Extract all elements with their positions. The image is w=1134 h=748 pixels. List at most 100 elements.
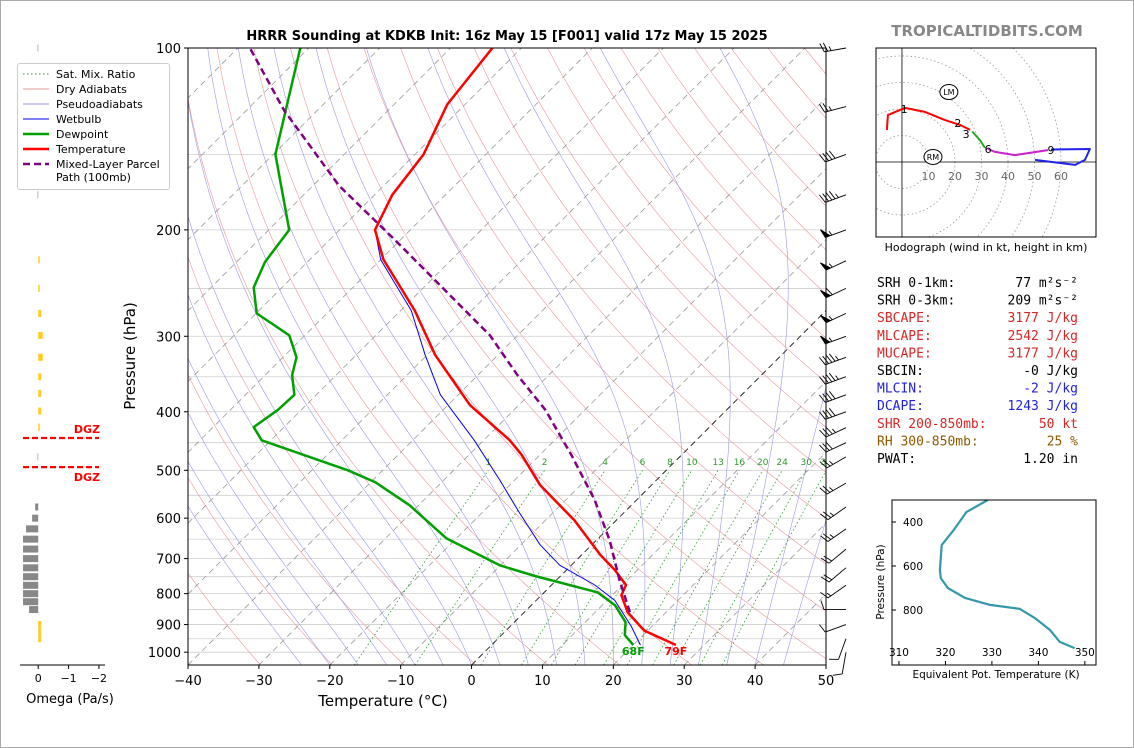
wind-barb <box>819 441 847 453</box>
mixing-ratio-line <box>480 470 606 665</box>
wind-barb <box>820 567 847 583</box>
pseudoadiabat <box>188 357 387 665</box>
omega-bar <box>38 331 43 339</box>
y-tick-label: 800 <box>903 605 923 617</box>
pseudoadiabat <box>719 48 789 665</box>
x-tick-label: −10 <box>387 674 414 689</box>
index-value: -0 J/kg <box>1023 364 1078 379</box>
legend: Sat. Mix. Ratio Dry Adiabats Pseudoadiabat… <box>17 63 170 190</box>
dry-adiabat <box>400 48 826 565</box>
wind-barb <box>820 312 847 324</box>
wind-barb <box>819 408 847 420</box>
ring-label: 30 <box>974 170 988 183</box>
isotherm <box>613 451 826 665</box>
pseudoadiabat <box>188 215 444 665</box>
legend-item: Mixed-Layer Parcel Path (100mb) <box>22 158 165 184</box>
x-tick-label: 310 <box>889 647 909 659</box>
dry-adiabat <box>510 48 826 428</box>
omega-bar <box>37 191 39 199</box>
omega-panel: 0 −1 −2 DGZ DGZ <box>20 44 107 685</box>
index-label: MUCAPE: <box>877 346 932 361</box>
omega-bar <box>38 256 40 264</box>
x-tick-label: 50 <box>818 674 835 689</box>
wind-barb <box>819 42 847 53</box>
legend-label: Pseudoadiabats <box>56 98 143 111</box>
wind-barb <box>820 260 847 271</box>
ring-label: 60 <box>1054 170 1068 183</box>
x-tick-label: 30 <box>676 674 693 689</box>
theta-y-label: Pressure (hPa) <box>875 544 887 619</box>
hodograph-caption: Hodograph (wind in kt, height in km) <box>885 241 1088 254</box>
mixing-ratio-label: 4 <box>602 458 608 468</box>
index-label: SBCIN: <box>877 364 924 379</box>
omega-bar <box>38 353 43 361</box>
omega-bar <box>38 635 42 643</box>
x-tick-label: 320 <box>935 647 955 659</box>
index-value: 1.20 in <box>1023 452 1078 467</box>
dry-adiabat <box>363 48 826 612</box>
index-label: MLCAPE: <box>877 329 932 344</box>
mixing-ratio-line <box>353 470 489 665</box>
legend-item: Wetbulb <box>22 113 165 126</box>
x-axis-label: Temperature (°C) <box>317 692 447 710</box>
index-label: RH 300-850mb: <box>877 434 979 449</box>
omega-bar <box>38 373 42 381</box>
legend-item: Pseudoadiabats <box>22 98 165 111</box>
pseudoadiabat <box>783 519 826 665</box>
wind-barb <box>819 353 847 366</box>
x-tick-label: 350 <box>1075 647 1095 659</box>
theta-x-label: Equivalent Pot. Temperature (K) <box>912 669 1079 681</box>
wind-barb <box>832 652 847 676</box>
omega-bar <box>26 525 39 533</box>
isotherm <box>188 48 806 665</box>
mixing-ratio-label: 13 <box>712 458 723 468</box>
omega-bar <box>38 389 42 397</box>
legend-swatch <box>23 103 49 105</box>
isotherm <box>188 48 735 595</box>
omega-bar <box>38 407 42 415</box>
y-tick-label: 200 <box>156 224 181 239</box>
wind-barb <box>820 584 847 599</box>
pseudoadiabat <box>188 99 472 665</box>
mixing-ratio-label: 2 <box>542 458 548 468</box>
y-tick-label: 900 <box>156 619 181 634</box>
omega-bar <box>37 44 39 52</box>
dgz-label: DGZ <box>74 471 100 484</box>
height-label: 9 <box>1047 144 1054 157</box>
plot-frame <box>187 47 827 666</box>
x-tick-label: 330 <box>982 647 1002 659</box>
storm-motion-label: RM <box>927 153 940 162</box>
index-value: 1243 J/kg <box>1008 399 1078 414</box>
pseudoadiabat <box>503 48 684 665</box>
surface-label: 68F <box>622 645 645 658</box>
dry-adiabat <box>188 572 261 665</box>
x-tick-label: 20 <box>605 674 622 689</box>
storm-motion-marker <box>939 84 959 101</box>
omega-bar <box>23 545 39 553</box>
omega-bar <box>38 628 42 636</box>
theta-e-panel: 310 320 330 340 350 400 600 800 <box>889 499 1097 666</box>
wind-barb <box>819 150 847 163</box>
mixing-ratio-line <box>652 470 764 665</box>
legend-swatch <box>23 73 49 75</box>
mixing-ratio-label: 36 <box>820 458 832 468</box>
omega-bar <box>35 503 39 511</box>
omega-bar <box>23 581 39 589</box>
x-tick-label: 0 <box>467 674 475 689</box>
isotherm <box>258 97 826 665</box>
theta-plot <box>938 500 1076 650</box>
legend-swatch <box>23 147 49 151</box>
omega-bar <box>38 423 40 431</box>
ring-label: 50 <box>1028 170 1042 183</box>
legend-label: Temperature <box>56 143 126 156</box>
omega-bar <box>23 555 39 563</box>
y-tick-label: 600 <box>156 512 181 527</box>
mixing-ratio-line <box>626 470 740 665</box>
ring-label: 10 <box>921 170 935 183</box>
skewt-data <box>248 48 677 647</box>
y-tick-label: 500 <box>156 464 181 479</box>
mixing-ratio-label: 6 <box>640 458 646 468</box>
pseudoadiabat <box>599 48 731 665</box>
